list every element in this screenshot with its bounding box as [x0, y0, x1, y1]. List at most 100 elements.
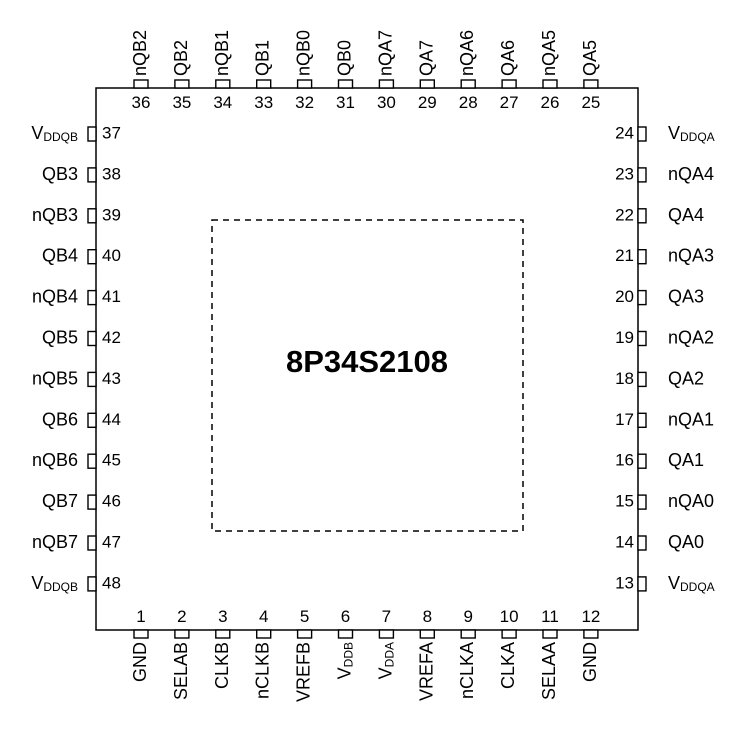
pin-name-22: QA4 — [668, 205, 704, 225]
pin-name-4: nCLKB — [252, 642, 272, 699]
pin-name-41: nQB4 — [32, 286, 78, 306]
pin-number-9: 9 — [463, 607, 472, 626]
pin-pad-7 — [378, 629, 395, 639]
pin-name-27: QA6 — [498, 40, 518, 76]
pin-number-21: 21 — [615, 246, 634, 265]
pin-name-25: QA5 — [580, 40, 600, 76]
pin-number-27: 27 — [500, 93, 519, 112]
pin-pad-6 — [337, 629, 354, 639]
pin-pad-20 — [637, 289, 647, 306]
pin-name-35: QB2 — [171, 40, 191, 76]
pin-pad-1 — [133, 629, 149, 639]
pin-name-46: QB7 — [42, 491, 78, 511]
pin-number-39: 39 — [102, 205, 121, 224]
pin-number-19: 19 — [615, 328, 634, 347]
pin-number-42: 42 — [102, 328, 121, 347]
pin-number-6: 6 — [341, 607, 350, 626]
pin-pad-2 — [174, 629, 190, 639]
pin-number-12: 12 — [581, 607, 600, 626]
part-number-label: 8P34S2108 — [286, 344, 448, 379]
pin-number-41: 41 — [102, 287, 121, 306]
pin-name-36: nQB2 — [130, 30, 150, 76]
pin-number-32: 32 — [295, 93, 314, 112]
pin-name-44: QB6 — [42, 409, 78, 429]
pin-name-2: SELAB — [171, 642, 191, 700]
pin-number-23: 23 — [615, 164, 634, 183]
pin-number-26: 26 — [541, 93, 560, 112]
pin-number-36: 36 — [132, 93, 151, 112]
pin-number-3: 3 — [218, 607, 227, 626]
pin-number-4: 4 — [259, 607, 268, 626]
pin-pad-16 — [637, 453, 647, 469]
pin-name-24: VDDQA — [668, 123, 715, 144]
pin-name-14: QA0 — [668, 532, 704, 552]
pin-number-45: 45 — [102, 451, 121, 470]
pin-pad-42 — [87, 330, 97, 347]
pin-pad-47 — [87, 535, 97, 551]
pin-name-15: nQA0 — [668, 491, 714, 511]
pin-name-42: QB5 — [42, 327, 78, 347]
pin-pad-12 — [583, 629, 599, 639]
pin-name-39: nQB3 — [32, 205, 78, 225]
pin-name-5: VREFB — [293, 642, 313, 702]
pin-number-1: 1 — [136, 607, 145, 626]
pin-pad-29 — [419, 79, 435, 89]
pin-number-40: 40 — [102, 246, 121, 265]
pin-number-2: 2 — [177, 607, 186, 626]
chip-body — [95, 87, 639, 631]
pin-name-29: QA7 — [416, 40, 436, 76]
pin-number-14: 14 — [615, 532, 634, 551]
pin-number-35: 35 — [172, 93, 191, 112]
pin-pad-34 — [215, 79, 231, 89]
pin-pad-48 — [87, 576, 97, 592]
pin-pad-15 — [637, 494, 647, 510]
pin-number-37: 37 — [102, 123, 121, 142]
pin-number-28: 28 — [459, 93, 478, 112]
pin-pad-31 — [337, 79, 354, 89]
pin-name-34: nQB1 — [212, 30, 232, 76]
pin-name-21: nQA3 — [668, 245, 714, 265]
pin-pad-14 — [637, 535, 647, 551]
pin-number-31: 31 — [336, 93, 355, 112]
pin-name-1: GND — [130, 642, 150, 682]
pin-name-19: nQA2 — [668, 327, 714, 347]
pin-pad-17 — [637, 412, 647, 428]
pin-pad-30 — [378, 79, 395, 89]
pin-name-7: VDDA — [375, 642, 396, 679]
pin-pad-22 — [637, 208, 647, 224]
pin-name-38: QB3 — [42, 164, 78, 184]
pin-pad-5 — [296, 629, 313, 639]
pin-number-18: 18 — [615, 369, 634, 388]
pin-pad-44 — [87, 412, 97, 428]
pin-pad-37 — [87, 126, 97, 142]
pin-name-13: VDDQA — [668, 573, 715, 594]
pin-pad-25 — [583, 79, 599, 89]
pin-pad-13 — [637, 576, 647, 592]
pin-pad-26 — [542, 79, 558, 89]
pin-pad-9 — [460, 629, 476, 639]
pin-name-28: nQA6 — [457, 30, 477, 76]
pin-name-10: CLKA — [498, 642, 518, 689]
pin-number-15: 15 — [615, 492, 634, 511]
pin-pad-18 — [637, 371, 647, 388]
pin-name-33: QB1 — [252, 40, 272, 76]
pin-pad-27 — [501, 79, 517, 89]
pin-pad-19 — [637, 330, 647, 347]
pin-pad-8 — [419, 629, 435, 639]
pin-number-5: 5 — [300, 607, 309, 626]
pin-pad-10 — [501, 629, 517, 639]
pin-number-16: 16 — [615, 451, 634, 470]
pin-pad-35 — [174, 79, 190, 89]
pin-pad-43 — [87, 371, 97, 388]
pin-name-17: nQA1 — [668, 409, 714, 429]
pin-number-13: 13 — [615, 573, 634, 592]
pin-pad-45 — [87, 453, 97, 469]
pin-number-46: 46 — [102, 492, 121, 511]
pin-name-32: nQB0 — [293, 30, 313, 76]
pin-number-44: 44 — [102, 410, 121, 429]
pin-pad-39 — [87, 208, 97, 224]
pin-pad-36 — [133, 79, 149, 89]
pin-name-9: nCLKA — [457, 642, 477, 699]
pin-name-26: nQA5 — [539, 30, 559, 76]
pin-number-38: 38 — [102, 164, 121, 183]
